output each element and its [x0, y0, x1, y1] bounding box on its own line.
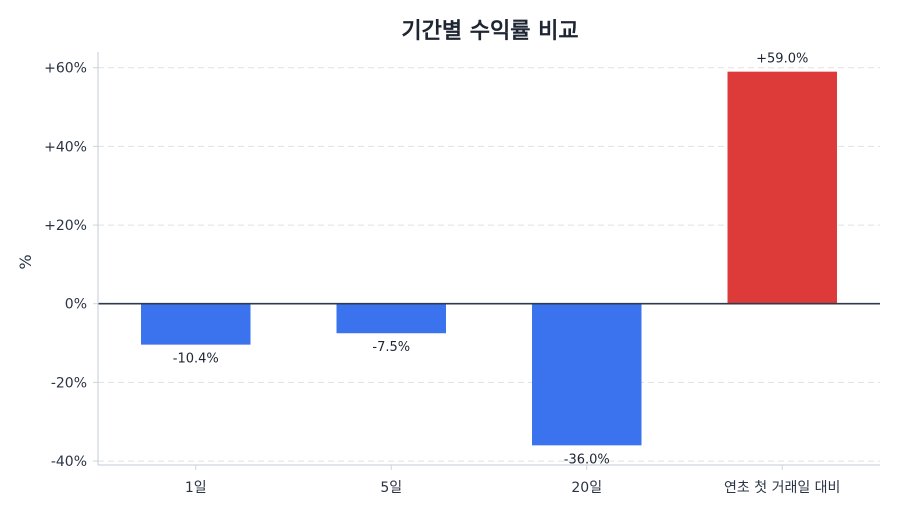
data-label: -36.0%	[564, 452, 610, 467]
axes: -40% -20% 0% +20% +40% +60% 1일 5일 20일 연초 첫 거래일 대비	[44, 52, 880, 496]
bars	[141, 71, 837, 446]
y-tick-label: -40%	[51, 454, 87, 470]
bar	[141, 303, 251, 345]
y-tick-label: +40%	[44, 139, 87, 155]
x-tick-label: 연초 첫 거래일 대비	[724, 480, 840, 496]
y-axis-label: %	[16, 254, 35, 269]
y-tick-label: 0%	[65, 297, 87, 313]
x-tick-label: 1일	[185, 480, 207, 496]
bar	[532, 303, 642, 446]
data-labels: -10.4% -7.5% -36.0% +59.0%	[173, 52, 809, 468]
x-tick-label: 5일	[380, 480, 402, 496]
bar	[336, 303, 446, 334]
x-tick-label: 20일	[571, 480, 602, 496]
chart-title: 기간별 수익률 비교	[401, 19, 578, 44]
data-label: +59.0%	[756, 52, 808, 67]
y-tick-label: +20%	[44, 218, 87, 234]
y-tick-label: +60%	[44, 61, 87, 77]
data-label: -7.5%	[372, 340, 410, 355]
y-tick-label: -20%	[51, 375, 87, 391]
data-label: -10.4%	[173, 352, 219, 367]
bar	[727, 71, 837, 304]
